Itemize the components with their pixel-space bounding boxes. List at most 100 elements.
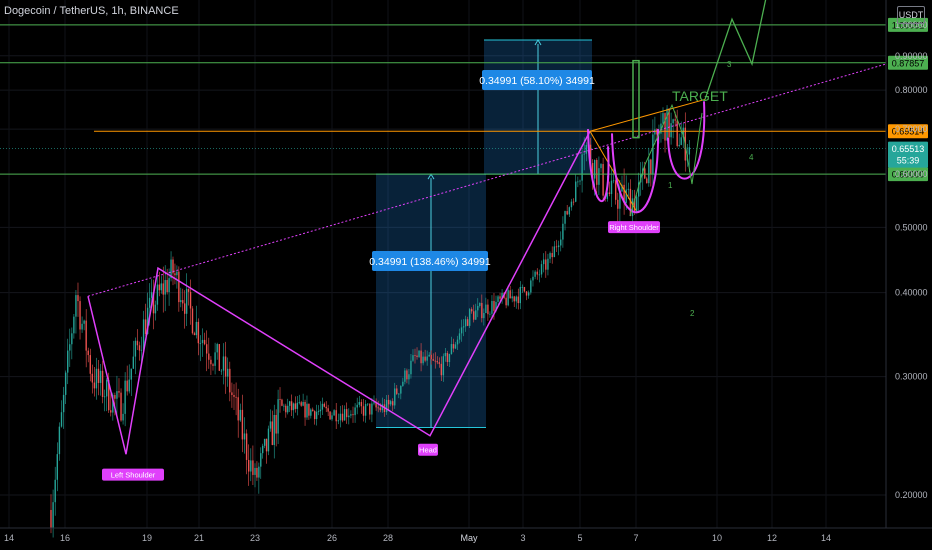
- chart-grid: [0, 0, 886, 528]
- candle-body: [585, 145, 587, 154]
- channel-top: [589, 98, 706, 132]
- candle-body: [672, 119, 674, 124]
- candle-body: [598, 168, 600, 185]
- x-tick-label: 10: [712, 533, 722, 543]
- candle-body: [180, 300, 182, 303]
- candle-body: [426, 356, 428, 361]
- candle-body: [199, 342, 202, 344]
- level-badge: [888, 17, 928, 32]
- neckline-dotted: [87, 63, 887, 297]
- candle-body: [58, 426, 61, 455]
- candle-body: [487, 304, 489, 315]
- candle-body: [341, 413, 344, 421]
- candle-body: [549, 253, 551, 259]
- head-label-bg: [418, 443, 438, 456]
- candle-body: [252, 460, 254, 475]
- y-tick-label: 0.60000: [895, 169, 928, 179]
- candle-body: [146, 307, 149, 334]
- candle-body: [108, 379, 110, 411]
- candle-body: [566, 211, 568, 215]
- candle-body: [327, 408, 329, 412]
- candle-body: [174, 273, 176, 276]
- candle-body: [638, 182, 640, 197]
- wave-label: 4: [749, 153, 754, 162]
- candle-body: [656, 129, 658, 135]
- candle-body: [62, 394, 65, 413]
- x-tick-label: 5: [577, 533, 582, 543]
- current-price-badge: [888, 141, 928, 168]
- candle-body: [424, 356, 426, 361]
- candle-body: [495, 301, 497, 311]
- current-price-text: 0.65513: [892, 144, 925, 154]
- candle-body: [283, 405, 285, 407]
- candle-body: [440, 363, 443, 376]
- candle-body: [50, 509, 52, 529]
- x-tick-label: May: [460, 533, 478, 543]
- candle-body: [114, 395, 116, 399]
- currency-badge[interactable]: USDT: [897, 6, 925, 24]
- candle-body: [460, 327, 463, 334]
- candle-body: [148, 297, 151, 308]
- candle-body: [110, 410, 112, 413]
- candle-body: [337, 420, 339, 422]
- candle-body: [371, 403, 373, 415]
- candle-body: [356, 404, 358, 408]
- cup-main: [611, 129, 660, 214]
- candle-body: [452, 344, 455, 349]
- candle-body: [367, 403, 369, 405]
- candle-body: [99, 370, 102, 383]
- left-shoulder-label: Left Shoulder: [111, 471, 156, 480]
- candle-body: [239, 409, 241, 421]
- candle-body: [166, 280, 168, 293]
- level-badge-text: 0.69514: [892, 127, 925, 137]
- candle-body: [329, 411, 331, 420]
- target-label: TARGET: [672, 88, 728, 104]
- candle-body: [635, 196, 638, 212]
- candle-body: [52, 502, 54, 529]
- candle-body: [250, 460, 252, 472]
- candle-body: [564, 211, 566, 224]
- measure-label-2-bg: [482, 70, 592, 90]
- y-tick-label: 0.80000: [895, 85, 928, 95]
- candle-body: [231, 392, 233, 396]
- measure-label-2: 0.34991 (58.10%) 34991: [479, 75, 595, 87]
- candle-body: [358, 402, 360, 405]
- candle-body: [275, 414, 277, 434]
- candle-body: [64, 372, 67, 395]
- candle-body: [212, 364, 214, 366]
- y-tick-label: 0.40000: [895, 288, 928, 298]
- candle-body: [418, 350, 420, 358]
- candle-body: [538, 274, 541, 276]
- candle-body: [122, 413, 124, 421]
- candle-body: [112, 395, 114, 413]
- candle-body: [551, 253, 553, 258]
- candle-body: [396, 388, 398, 394]
- candle-body: [134, 340, 137, 357]
- candle-body: [265, 438, 268, 452]
- candle-body: [623, 184, 625, 203]
- candle-body: [473, 311, 475, 320]
- candle-body: [501, 293, 503, 299]
- candle-body: [216, 344, 218, 353]
- candle-body: [562, 223, 564, 240]
- x-tick-label: 16: [60, 533, 70, 543]
- y-tick-label: 1.10000: [895, 0, 928, 2]
- cup-right: [667, 101, 706, 180]
- candle-body: [454, 344, 457, 349]
- candle-body: [235, 396, 237, 398]
- candle-body: [617, 199, 619, 209]
- candle-body: [420, 350, 422, 364]
- candle-body: [542, 259, 545, 265]
- candle-body: [442, 356, 445, 376]
- candle-body: [241, 409, 244, 440]
- x-tick-label: 7: [633, 533, 638, 543]
- candle-body: [124, 380, 126, 414]
- candle-body: [652, 134, 654, 175]
- candle-body: [271, 421, 274, 445]
- horizontal-levels: [0, 24, 886, 175]
- candle-body: [185, 288, 188, 314]
- candle-body: [310, 409, 312, 416]
- candle-body: [466, 319, 469, 326]
- candle-body: [294, 403, 297, 409]
